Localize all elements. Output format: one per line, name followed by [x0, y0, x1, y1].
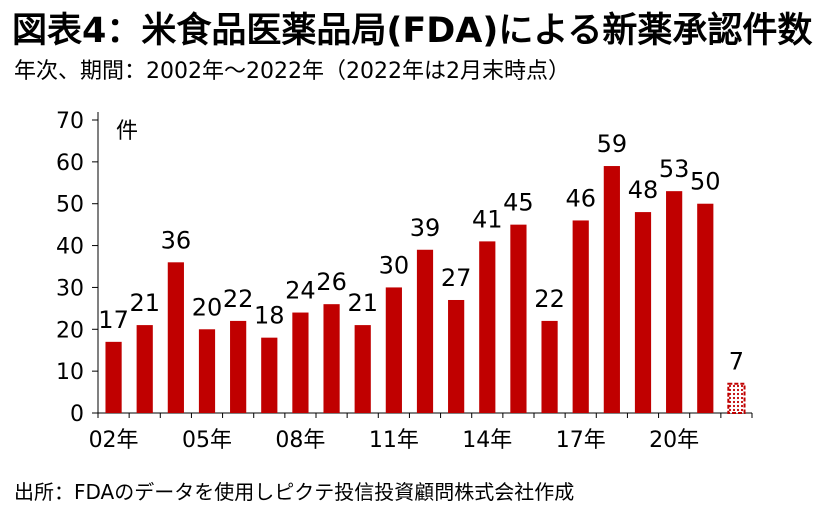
- bars: [105, 166, 746, 415]
- bar-value-label: 48: [628, 176, 659, 204]
- bar-value-label: 18: [254, 302, 285, 330]
- x-tick-label: 02年: [89, 428, 139, 453]
- bar-value-label: 21: [129, 289, 160, 317]
- bar: [510, 224, 527, 413]
- bar-value-label: 41: [472, 205, 503, 233]
- bar: [105, 341, 122, 413]
- y-tick-label: 40: [56, 235, 84, 260]
- bar: [572, 220, 589, 413]
- y-axis-label: 件: [116, 119, 138, 144]
- bar: [292, 312, 309, 413]
- bar: [323, 304, 340, 413]
- bar: [448, 299, 465, 413]
- bar: [136, 325, 153, 413]
- y-tick-label: 30: [56, 276, 84, 301]
- x-tick-label: 14年: [462, 428, 512, 453]
- bar-value-label: 26: [316, 268, 347, 296]
- x-tick-label: 11年: [369, 428, 419, 453]
- bar: [385, 287, 402, 413]
- x-tick-label: 20年: [649, 428, 699, 453]
- bar-value-label: 7: [729, 348, 744, 376]
- bar-value-label: 36: [161, 226, 192, 254]
- bar: [603, 166, 620, 413]
- x-axis: 02年 05年 08年 11年 14年 17年 20年: [89, 412, 753, 453]
- bar-value-label: 53: [659, 155, 690, 183]
- chart-title: 図表4：米食品医薬品局(FDA)による新薬承認件数: [12, 11, 813, 51]
- bar: [261, 337, 278, 413]
- bar-value-label: 39: [410, 214, 441, 242]
- bar-value-label: 50: [690, 168, 721, 196]
- bar-value-label: 46: [565, 184, 596, 212]
- chart-subtitle: 年次、期間：2002年～2022年（2022年は2月末時点）: [14, 59, 570, 84]
- source-note: 出所：FDAのデータを使用しピクテ投信投資顧問株式会社作成: [14, 480, 575, 504]
- bar: [666, 191, 683, 413]
- bar: [167, 262, 184, 413]
- bar: [354, 325, 371, 413]
- x-tick-label: 08年: [275, 428, 325, 453]
- bar-value-label: 24: [285, 277, 316, 305]
- bar: [727, 382, 746, 415]
- bar-value-label: 45: [503, 189, 534, 217]
- y-tick-label: 50: [56, 193, 84, 218]
- bar-value-label: 20: [192, 293, 223, 321]
- bar: [198, 329, 216, 413]
- bar-value-label: 17: [98, 306, 129, 334]
- bar: [634, 212, 652, 413]
- y-tick-label: 60: [56, 151, 84, 176]
- y-axis: 0 10 20 30 40 50 60 70 件: [56, 109, 138, 427]
- bar-value-label: 21: [347, 289, 378, 317]
- x-tick-label: 17年: [556, 428, 606, 453]
- y-tick-label: 10: [56, 360, 84, 385]
- x-tick-label: 05年: [182, 428, 232, 453]
- y-tick-label: 20: [56, 318, 84, 343]
- bar-value-label: 27: [441, 264, 472, 292]
- bar-value-label: 59: [597, 130, 628, 158]
- y-tick-label: 70: [56, 109, 84, 134]
- bar-value-label: 30: [379, 251, 410, 279]
- bar-value-label: 22: [223, 285, 254, 313]
- bar-value-label: 22: [534, 285, 565, 313]
- bar: [541, 320, 558, 413]
- bar: [416, 249, 434, 413]
- bar: [230, 320, 247, 413]
- bar: [697, 203, 714, 413]
- bar: [479, 241, 496, 413]
- y-tick-label: 0: [70, 402, 84, 427]
